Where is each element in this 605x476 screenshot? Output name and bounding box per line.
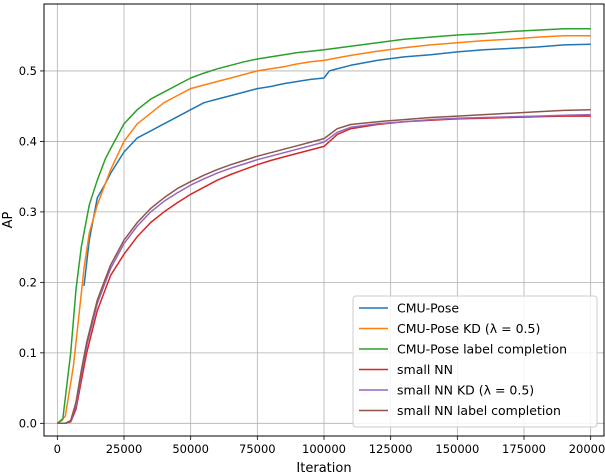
series-line-1 — [56, 34, 591, 424]
legend-entry-3: small NN — [397, 362, 453, 377]
x-tick-label: 175000 — [502, 442, 546, 456]
x-tick-label: 150000 — [435, 442, 479, 456]
y-tick-label: 0.4 — [19, 134, 37, 148]
y-tick-label: 0.1 — [19, 346, 37, 360]
legend: CMU-Pose CMU-Pose KD (λ = 0.5) CMU-Pose la… — [352, 295, 598, 428]
legend-box — [352, 295, 598, 428]
series-line-4 — [57, 113, 591, 425]
x-tick-label: 125000 — [369, 442, 413, 456]
y-tick-label: 0.5 — [19, 64, 37, 78]
legend-entry-0: CMU-Pose — [397, 301, 459, 316]
x-tick-label: 100000 — [302, 442, 346, 456]
x-tick-label: 75000 — [239, 442, 276, 456]
series-lines — [56, 27, 591, 425]
y-tick-label: 0.0 — [19, 416, 37, 430]
series-line-0 — [83, 43, 591, 286]
legend-entry-4: small NN KD (λ = 0.5) — [397, 383, 534, 398]
x-tick-label: 50000 — [172, 442, 209, 456]
series-line-2 — [56, 27, 591, 424]
legend-entry-2: CMU-Pose label completion — [397, 342, 567, 357]
y-axis-label: AP — [1, 211, 16, 228]
legend-entry-1: CMU-Pose KD (λ = 0.5) — [397, 321, 540, 336]
x-tick-label: 25000 — [106, 442, 143, 456]
x-tick-label: 0 — [54, 442, 61, 456]
y-tick-label: 0.3 — [19, 205, 37, 219]
legend-entry-5: small NN label completion — [397, 403, 561, 418]
x-axis-label: Iteration — [296, 461, 351, 476]
axis-ticks: 0 25000 50000 75000 100000 125000 150000 175000… — [19, 64, 605, 456]
y-tick-label: 0.2 — [19, 275, 37, 289]
series-line-5 — [57, 108, 591, 425]
